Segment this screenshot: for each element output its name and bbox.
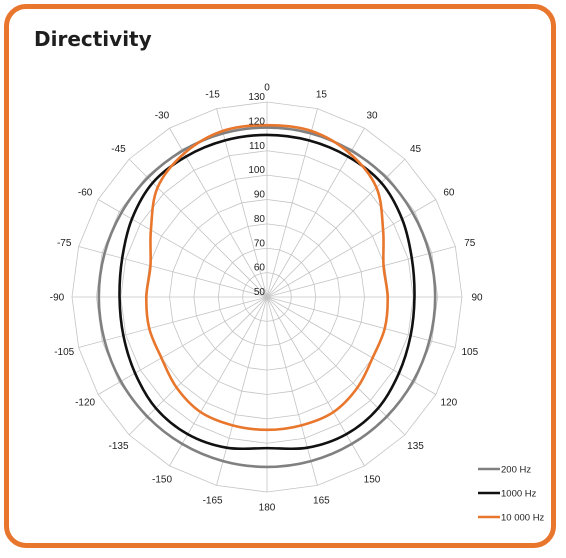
radial-tick-label: 60 bbox=[254, 263, 266, 274]
radial-tick-label: 100 bbox=[248, 165, 265, 176]
angle-tick-label: -90 bbox=[50, 293, 65, 304]
angle-tick-label: -165 bbox=[203, 495, 223, 506]
chart-frame bbox=[4, 4, 556, 548]
grid-spoke bbox=[266, 296, 437, 395]
grid-spoke bbox=[266, 246, 456, 298]
angle-tick-label: 30 bbox=[366, 111, 378, 122]
legend-label: 200 Hz bbox=[501, 465, 531, 476]
angle-tick-label: 135 bbox=[407, 441, 424, 452]
series-line-0 bbox=[97, 126, 437, 469]
angle-tick-label: 75 bbox=[464, 238, 476, 249]
grid-spoke bbox=[97, 199, 268, 298]
grid-spoke bbox=[216, 296, 268, 486]
grid-spoke bbox=[266, 199, 437, 298]
legend-label: 10 000 Hz bbox=[501, 513, 545, 524]
radial-tick-label: 130 bbox=[248, 92, 265, 103]
legend: 200 Hz 1000 Hz 10 000 Hz bbox=[478, 465, 545, 524]
angle-tick-label: -60 bbox=[78, 188, 93, 199]
angle-tick-label: 180 bbox=[259, 503, 276, 514]
angle-tick-label: 120 bbox=[441, 398, 458, 409]
series-layer bbox=[97, 123, 437, 469]
angle-tick-label: 165 bbox=[313, 495, 330, 506]
radial-tick-label: 50 bbox=[254, 287, 266, 298]
radial-tick-label: 120 bbox=[248, 116, 265, 127]
grid-spoke bbox=[266, 296, 406, 436]
angle-tick-label: 90 bbox=[471, 293, 483, 304]
chart-title: Directivity bbox=[34, 27, 152, 51]
legend-label: 1000 Hz bbox=[501, 489, 537, 500]
series-line-2 bbox=[145, 123, 389, 432]
angle-tick-label: -150 bbox=[152, 474, 172, 485]
axis-labels: 0 15 30 45 60 75 90 105 120 135 150 165 180 -165 -150 -… bbox=[50, 83, 483, 514]
polar-grid bbox=[71, 101, 463, 493]
angle-tick-label: -120 bbox=[75, 398, 95, 409]
angle-tick-label: 60 bbox=[443, 188, 455, 199]
grid-spoke bbox=[78, 246, 268, 298]
angle-tick-label: -105 bbox=[54, 347, 74, 358]
grid-spoke bbox=[266, 296, 318, 486]
grid-spoke bbox=[97, 296, 268, 395]
grid-spoke bbox=[128, 296, 268, 436]
radial-tick-label: 90 bbox=[254, 190, 266, 201]
angle-tick-label: 150 bbox=[364, 474, 381, 485]
angle-tick-label: 105 bbox=[461, 347, 478, 358]
radial-tick-label: 80 bbox=[254, 214, 266, 225]
angle-tick-label: 45 bbox=[410, 144, 422, 155]
grid-spoke bbox=[266, 296, 365, 467]
radial-tick-label: 110 bbox=[249, 141, 265, 152]
angle-tick-label: 0 bbox=[264, 83, 270, 94]
angle-tick-label: -30 bbox=[155, 111, 170, 122]
angle-tick-label: -15 bbox=[205, 90, 220, 101]
series-line-1 bbox=[118, 133, 416, 451]
radial-tick-label: 70 bbox=[254, 238, 266, 249]
grid-spoke bbox=[266, 296, 456, 348]
angle-tick-label: -45 bbox=[111, 144, 126, 155]
angle-tick-label: -135 bbox=[108, 441, 128, 452]
angle-tick-label: -75 bbox=[57, 238, 72, 249]
grid-spoke bbox=[78, 296, 268, 348]
angle-tick-label: 15 bbox=[316, 90, 328, 101]
grid-spoke bbox=[169, 296, 268, 467]
